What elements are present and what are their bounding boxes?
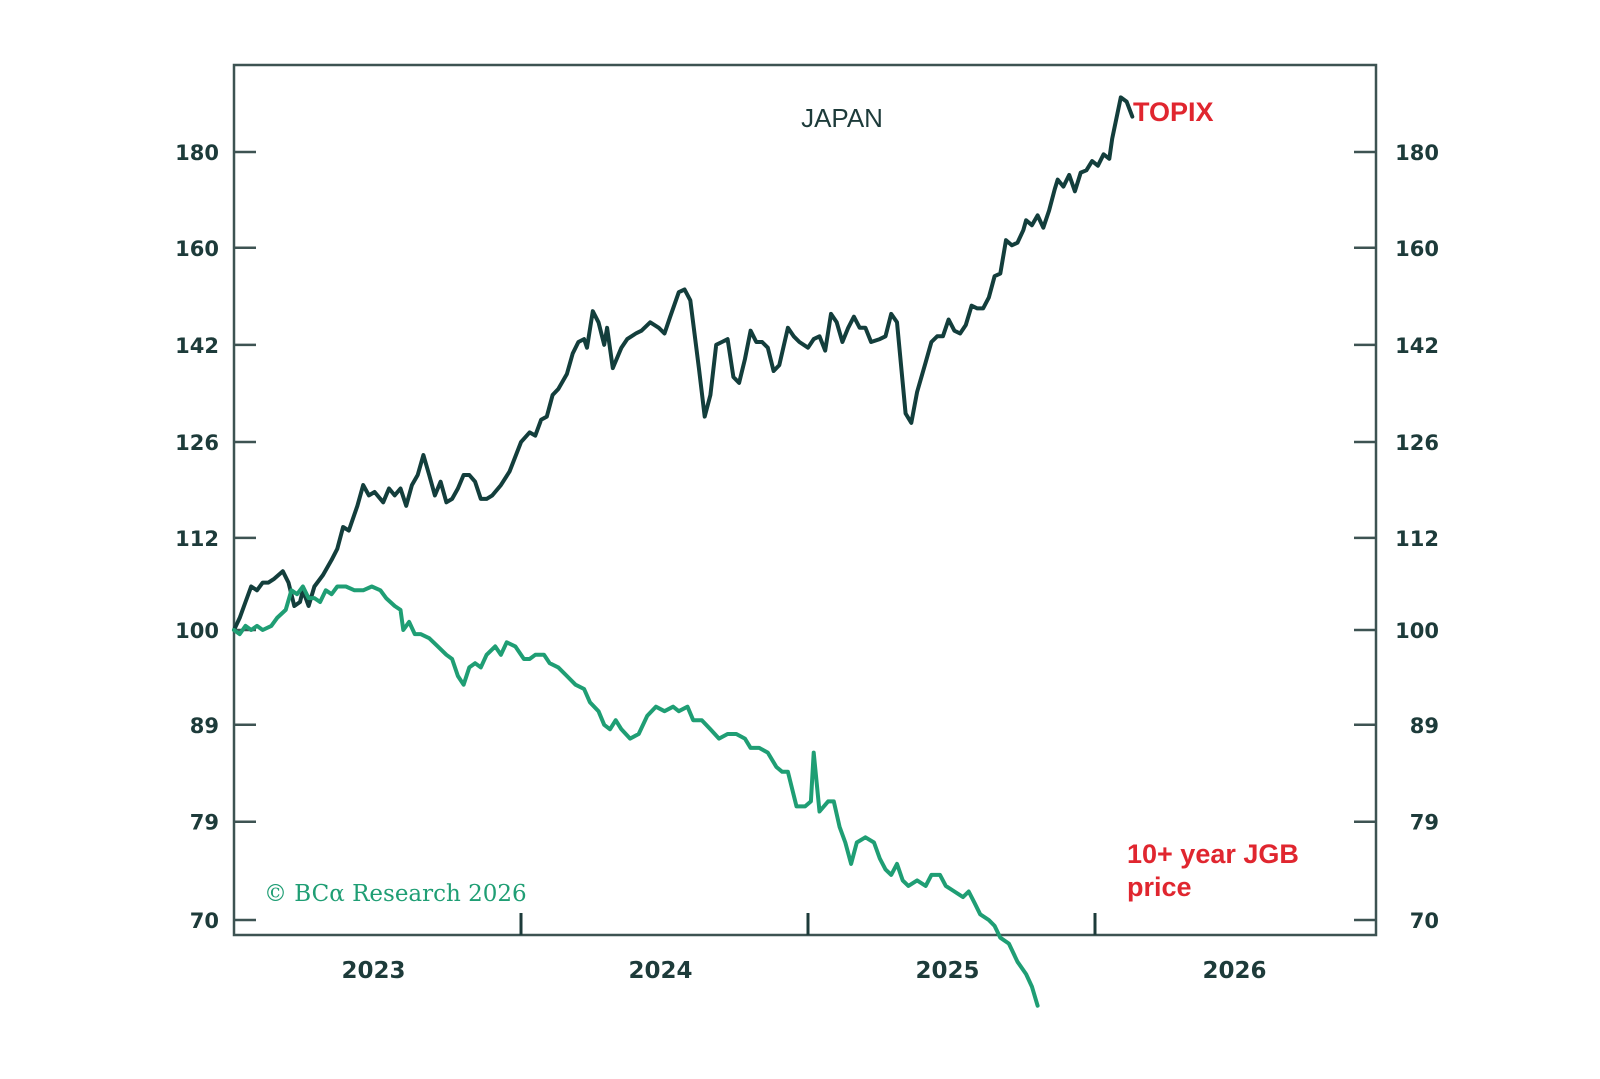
jgb-series-label: 10+ year JGB price [1127,839,1306,902]
jgb-label-line-2: price [1127,872,1192,902]
y-tick-label-left: 126 [175,431,219,455]
y-tick-label-right: 126 [1395,431,1439,455]
y-tick-label-left: 142 [175,334,219,358]
y-tick-label-right: 112 [1395,527,1439,551]
y-tick-label-left: 70 [190,909,219,933]
y-tick-label-left: 79 [190,811,219,835]
topix-line [232,95,1135,632]
series-lines [232,95,1135,1008]
y-tick-label-left: 160 [175,237,219,261]
x-tick-label: 2024 [628,958,692,984]
jgb-label-line-1: 10+ year JGB [1127,839,1299,869]
y-tick-label-left: 100 [175,619,219,643]
copyright-credit: © BCα Research 2026 [264,881,527,907]
y-tick-label-right: 142 [1395,334,1439,358]
y-tick-label-left: 89 [190,714,219,738]
plot-frame [232,63,1378,937]
chart-title: JAPAN [801,103,883,133]
y-tick-label-right: 70 [1410,909,1439,933]
x-tick-label: 2023 [341,958,405,984]
topix-series-label: TOPIX [1133,97,1214,127]
x-axis: 2023 2024 2025 2026 [341,913,1267,984]
x-tick-label: 2026 [1202,958,1266,984]
y-axis-right: 70 79 89 100 112 126 142 160 180 [1354,141,1439,933]
plot-border [232,63,1378,937]
y-tick-label-left: 180 [175,141,219,165]
y-tick-label-right: 89 [1410,714,1439,738]
y-tick-label-right: 180 [1395,141,1439,165]
y-tick-label-right: 160 [1395,237,1439,261]
jgb-price-line [232,584,1040,1008]
x-tick-label: 2025 [915,958,979,984]
y-tick-label-right: 79 [1410,811,1439,835]
y-tick-label-left: 112 [175,527,219,551]
y-axis-left: 70 79 89 100 112 126 142 160 180 [175,141,256,933]
y-tick-label-right: 100 [1395,619,1439,643]
